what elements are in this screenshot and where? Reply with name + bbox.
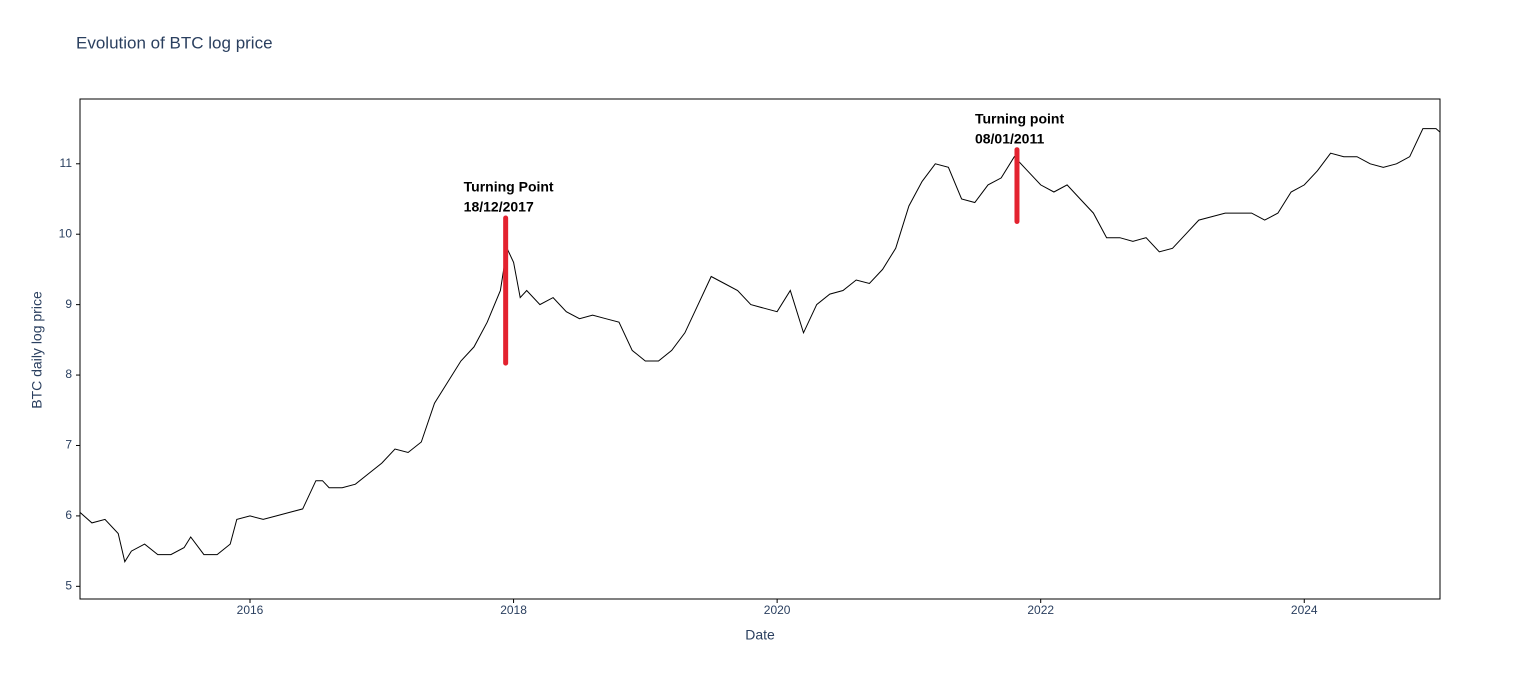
- annotation-text: Turning Point: [464, 179, 554, 195]
- chart-title: Evolution of BTC log price: [76, 33, 273, 52]
- y-tick-label: 5: [65, 578, 72, 592]
- y-tick-label: 7: [65, 438, 72, 452]
- y-tick-label: 6: [65, 508, 72, 522]
- price-line: [79, 128, 1441, 563]
- y-tick-label: 10: [59, 226, 73, 240]
- annotation-text: 18/12/2017: [464, 199, 534, 215]
- annotation-text: 08/01/2011: [975, 130, 1045, 146]
- x-tick-label: 2022: [1027, 603, 1054, 617]
- plot-frame: [79, 98, 1441, 600]
- y-tick-label: 8: [65, 367, 72, 381]
- x-tick-label: 2020: [764, 603, 791, 617]
- y-tick-label: 9: [65, 297, 72, 311]
- y-axis-title: BTC daily log price: [29, 291, 45, 409]
- x-tick-label: 2016: [237, 603, 264, 617]
- x-tick-label: 2018: [500, 603, 527, 617]
- x-axis-title: Date: [745, 627, 775, 643]
- y-tick-label: 11: [60, 156, 73, 170]
- x-tick-label: 2024: [1291, 603, 1318, 617]
- annotation-text: Turning point: [975, 110, 1064, 126]
